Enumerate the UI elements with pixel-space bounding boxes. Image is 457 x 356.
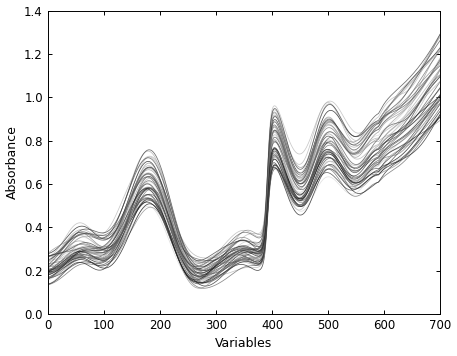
X-axis label: Variables: Variables (215, 337, 273, 350)
Y-axis label: Absorbance: Absorbance (5, 125, 19, 199)
